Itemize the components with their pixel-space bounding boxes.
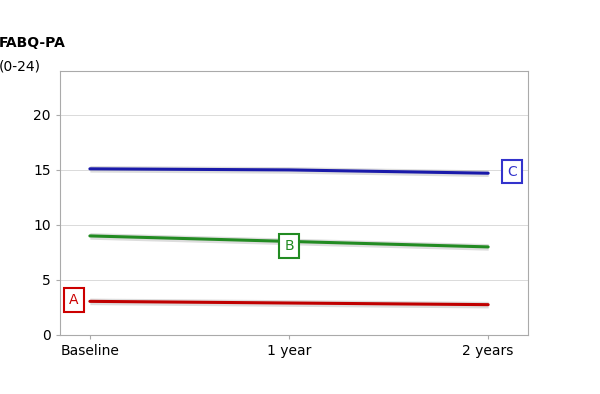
Text: (0-24): (0-24) bbox=[0, 59, 41, 74]
Text: A: A bbox=[69, 293, 79, 307]
Text: B: B bbox=[284, 239, 294, 253]
Text: FABQ-PA: FABQ-PA bbox=[0, 36, 66, 50]
Text: C: C bbox=[507, 165, 517, 178]
